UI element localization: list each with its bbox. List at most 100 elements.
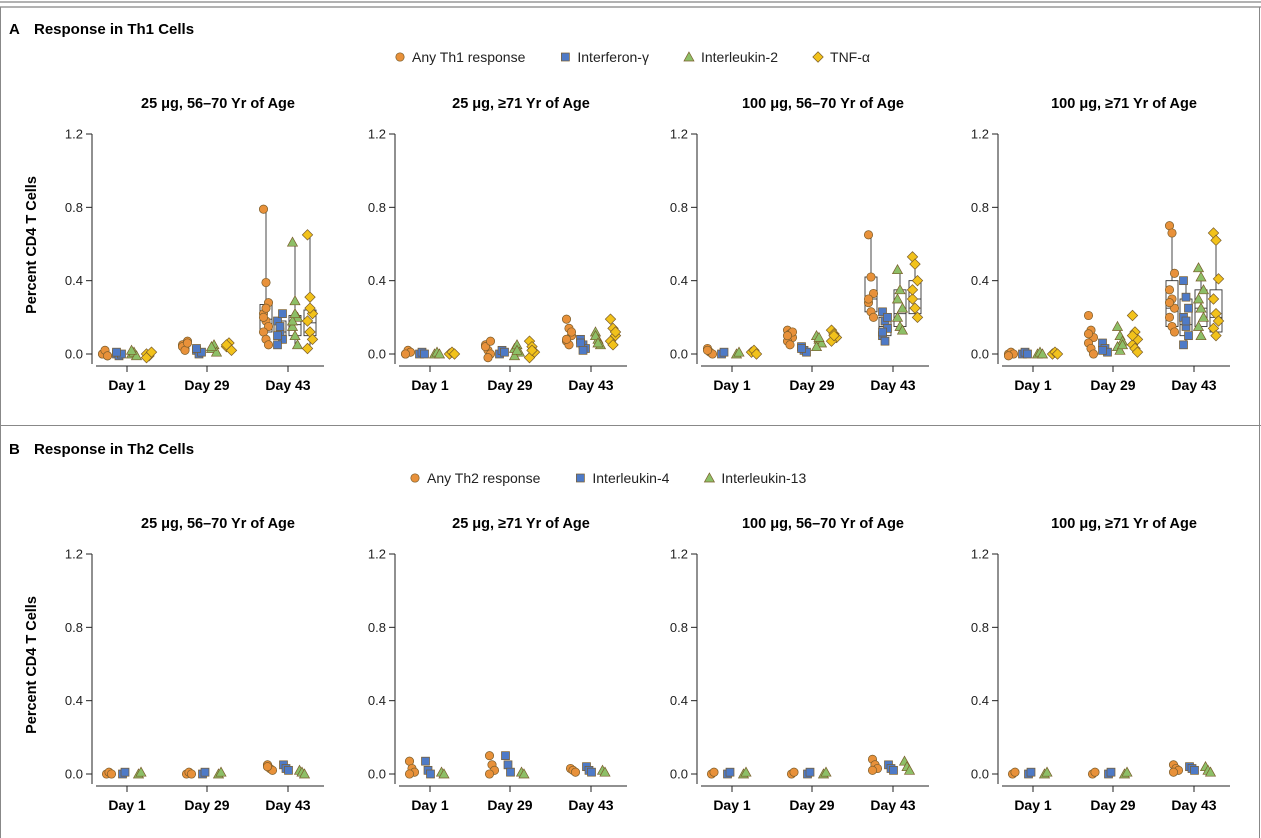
chart-a-2: 25 μg, ≥71 Yr of Age 0.0 0.4 0.8 1.2 Day 1 Day…: [368, 96, 627, 393]
panel-a-header: A Response in Th1 Cells: [9, 21, 194, 38]
data-point-square: [278, 309, 287, 319]
y-tick-label: 0.4: [65, 693, 83, 708]
data-point-circle: [1169, 268, 1180, 278]
chart-a-4: 100 μg, ≥71 Yr of Age 0.0 0.4 0.8 1.2 Day 1 Da…: [971, 96, 1230, 393]
x-tick-label: Day 1: [108, 377, 146, 393]
data-point-circle: [182, 338, 193, 348]
data-point-square: [421, 756, 430, 766]
data-point-diamond: [828, 329, 840, 342]
data-point-triangle: [813, 331, 825, 342]
legend-marker-square: [561, 52, 570, 62]
data-point-circle: [1164, 312, 1175, 322]
data-point-diamond: [911, 311, 924, 324]
data-point-diamond: [1212, 315, 1225, 327]
data-point-circle: [102, 351, 113, 361]
data-point-diamond: [301, 315, 314, 327]
data-point-circle: [1083, 310, 1094, 321]
data-point-triangle: [508, 350, 521, 361]
x-tick-label: Day 43: [265, 377, 310, 393]
data-point-square: [1184, 303, 1193, 313]
y-tick-label: 0.4: [971, 693, 989, 708]
chart-b-3: 100 μg, 56–70 Yr of Age 0.0 0.4 0.8 1.2 Day 1…: [670, 516, 929, 813]
data-point-triangle: [289, 329, 301, 341]
data-point-circle: [702, 345, 713, 355]
data-point-circle: [483, 353, 493, 363]
data-point-triangle: [135, 766, 147, 777]
data-point-triangle: [511, 344, 523, 355]
data-point-square: [506, 767, 515, 777]
data-point-square: [587, 767, 596, 777]
data-point-triangle: [896, 324, 909, 335]
data-point-square: [500, 347, 509, 357]
data-point-triangle: [1121, 766, 1133, 777]
y-tick-label: 1.2: [65, 127, 83, 142]
data-point-triangle: [286, 320, 299, 331]
data-point-triangle: [891, 311, 904, 322]
data-point-circle: [262, 762, 273, 772]
data-point-triangle: [1036, 348, 1049, 359]
x-tick-label: Day 43: [870, 797, 915, 813]
data-point-circle: [1090, 767, 1100, 777]
data-point-square: [883, 312, 892, 322]
plot-title: 100 μg, ≥71 Yr of Age: [1051, 516, 1197, 532]
data-point-circle: [561, 334, 572, 344]
y-tick-label: 0.0: [65, 347, 83, 362]
legend-label: Interleukin-2: [701, 49, 778, 65]
data-point-triangle: [130, 350, 143, 361]
x-tick-label: Day 29: [1090, 797, 1135, 813]
x-tick-label: Day 29: [1090, 377, 1135, 393]
data-point-diamond: [304, 302, 316, 314]
legend-label: Any Th2 response: [427, 470, 541, 486]
data-point-triangle: [215, 766, 227, 777]
data-point-square: [1023, 349, 1032, 359]
data-point-square: [273, 340, 282, 350]
data-point-triangle: [740, 766, 752, 777]
data-point-circle: [106, 769, 117, 779]
data-point-circle: [1083, 329, 1094, 339]
data-point-circle: [258, 204, 269, 214]
data-point-circle: [1010, 767, 1020, 777]
data-point-circle: [709, 767, 719, 777]
data-point-square: [576, 338, 585, 348]
panel-a-legend: Any Th1 response Interferon-γ Interleukin-…: [395, 49, 870, 65]
data-point-triangle: [289, 307, 301, 319]
x-tick-label: Day 1: [411, 797, 449, 813]
y-tick-label: 0.0: [368, 347, 386, 362]
x-tick-label: Day 29: [487, 797, 532, 813]
data-point-square: [112, 347, 121, 357]
x-tick-label: Day 29: [789, 797, 834, 813]
legend-marker-circle: [395, 52, 405, 62]
panel-b-y-axis-label: Percent CD4 T Cells: [24, 596, 40, 734]
data-point-square: [878, 327, 887, 337]
y-tick-label: 1.2: [368, 127, 386, 142]
data-point-circle: [782, 331, 793, 341]
data-point-diamond: [220, 339, 233, 351]
chart-b-4: 100 μg, ≥71 Yr of Age 0.0 0.4 0.8 1.2 Day 1 Da…: [971, 516, 1230, 813]
data-point-diamond: [448, 348, 461, 360]
x-tick-label: Day 1: [1014, 797, 1052, 813]
data-point-diamond: [1212, 273, 1225, 285]
data-point-triangle: [433, 348, 446, 359]
data-point-circle: [1164, 285, 1175, 295]
data-point-circle: [868, 312, 879, 322]
plots-container: 25 μg, 56–70 Yr of Age 0.0 0.4 0.8 1.2 Day 1 D…: [65, 96, 1230, 813]
data-point-circle: [570, 767, 581, 777]
data-point-triangle: [592, 337, 604, 348]
y-tick-label: 0.4: [670, 273, 688, 288]
data-point-triangle: [205, 340, 218, 352]
data-point-circle: [1169, 327, 1180, 337]
x-tick-label: Day 1: [411, 377, 449, 393]
data-point-circle: [866, 272, 876, 282]
panel-b-legend: Any Th2 response Interleukin-4 Interleukin…: [410, 470, 806, 486]
data-point-square: [797, 344, 806, 353]
data-point-triangle: [1111, 320, 1124, 331]
data-point-diamond: [1051, 348, 1064, 360]
y-tick-label: 0.4: [368, 693, 386, 708]
plot-title: 25 μg, ≥71 Yr of Age: [452, 516, 590, 532]
y-tick-label: 1.2: [971, 547, 989, 562]
x-tick-label: Day 43: [568, 377, 613, 393]
data-point-square: [889, 765, 898, 775]
legend-label: Any Th1 response: [412, 49, 526, 65]
data-point-square: [275, 322, 285, 331]
